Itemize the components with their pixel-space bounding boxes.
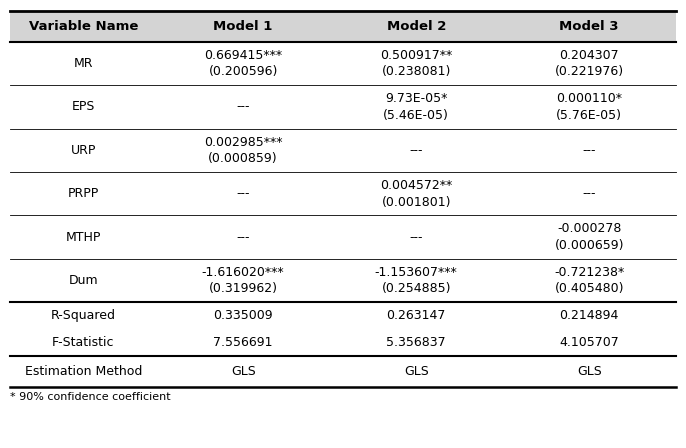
Text: EPS: EPS: [72, 100, 95, 113]
Text: Estimation Method: Estimation Method: [25, 365, 142, 378]
Text: GLS: GLS: [230, 365, 256, 378]
Bar: [10, 11, 676, 42]
Text: 0.500917**
(0.238081): 0.500917** (0.238081): [380, 49, 452, 78]
Text: 7.556691: 7.556691: [213, 336, 273, 349]
Text: ---: ---: [237, 100, 250, 113]
Text: F-Statistic: F-Statistic: [52, 336, 115, 349]
Text: ---: ---: [582, 144, 596, 157]
Text: -0.721238*
(0.405480): -0.721238* (0.405480): [554, 266, 624, 295]
Text: 0.004572**
(0.001801): 0.004572** (0.001801): [380, 179, 452, 208]
Text: 4.105707: 4.105707: [559, 336, 619, 349]
Text: R-Squared: R-Squared: [51, 309, 116, 323]
Text: GLS: GLS: [404, 365, 429, 378]
Text: ---: ---: [410, 144, 423, 157]
Text: Model 1: Model 1: [213, 20, 273, 33]
Text: -1.153607***
(0.254885): -1.153607*** (0.254885): [375, 266, 458, 295]
Text: GLS: GLS: [577, 365, 602, 378]
Text: PRPP: PRPP: [68, 187, 99, 200]
Text: ---: ---: [237, 187, 250, 200]
Text: 5.356837: 5.356837: [386, 336, 446, 349]
Text: ---: ---: [582, 187, 596, 200]
Text: 0.000110*
(5.76E-05): 0.000110* (5.76E-05): [556, 92, 622, 121]
Text: ---: ---: [410, 231, 423, 244]
Text: 0.335009: 0.335009: [213, 309, 273, 323]
Text: MTHP: MTHP: [66, 231, 101, 244]
Text: -0.000278
(0.000659): -0.000278 (0.000659): [554, 223, 624, 252]
Text: 9.73E-05*
(5.46E-05): 9.73E-05* (5.46E-05): [383, 92, 449, 121]
Text: 0.204307
(0.221976): 0.204307 (0.221976): [555, 49, 624, 78]
Text: URP: URP: [71, 144, 96, 157]
Text: Model 2: Model 2: [386, 20, 446, 33]
Text: ---: ---: [237, 231, 250, 244]
Text: MR: MR: [73, 57, 93, 70]
Text: Dum: Dum: [69, 274, 98, 287]
Text: 0.263147: 0.263147: [386, 309, 446, 323]
Text: * 90% confidence coefficient: * 90% confidence coefficient: [10, 392, 171, 402]
Text: Model 3: Model 3: [560, 20, 619, 33]
Text: 0.002985***
(0.000859): 0.002985*** (0.000859): [204, 136, 283, 165]
Text: Variable Name: Variable Name: [29, 20, 138, 33]
Text: -1.616020***
(0.319962): -1.616020*** (0.319962): [202, 266, 285, 295]
Text: 0.214894: 0.214894: [560, 309, 619, 323]
Text: 0.669415***
(0.200596): 0.669415*** (0.200596): [204, 49, 282, 78]
